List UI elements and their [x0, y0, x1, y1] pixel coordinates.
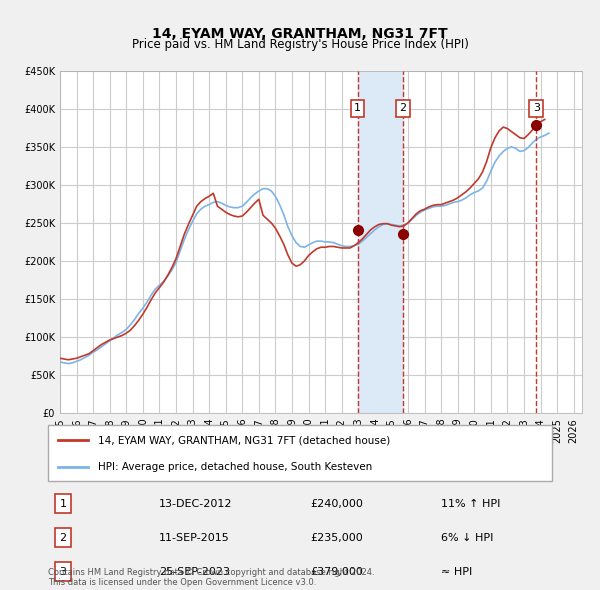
Text: 25-SEP-2023: 25-SEP-2023 [159, 567, 230, 576]
Text: 2: 2 [400, 103, 407, 113]
Text: 3: 3 [533, 103, 540, 113]
Text: 1: 1 [59, 499, 67, 509]
Text: 11-SEP-2015: 11-SEP-2015 [159, 533, 230, 543]
Text: 3: 3 [59, 567, 67, 576]
Text: Price paid vs. HM Land Registry's House Price Index (HPI): Price paid vs. HM Land Registry's House … [131, 38, 469, 51]
Text: 14, EYAM WAY, GRANTHAM, NG31 7FT (detached house): 14, EYAM WAY, GRANTHAM, NG31 7FT (detach… [98, 435, 391, 445]
Text: HPI: Average price, detached house, South Kesteven: HPI: Average price, detached house, Sout… [98, 462, 373, 472]
Text: ≈ HPI: ≈ HPI [441, 567, 472, 576]
Text: Contains HM Land Registry data © Crown copyright and database right 2024.
This d: Contains HM Land Registry data © Crown c… [48, 568, 374, 587]
Text: 14, EYAM WAY, GRANTHAM, NG31 7FT: 14, EYAM WAY, GRANTHAM, NG31 7FT [152, 27, 448, 41]
Text: 1: 1 [354, 103, 361, 113]
Text: 11% ↑ HPI: 11% ↑ HPI [441, 499, 500, 509]
Bar [358, 71, 403, 413]
FancyBboxPatch shape [48, 425, 552, 481]
Text: 2: 2 [59, 533, 67, 543]
Text: 6% ↓ HPI: 6% ↓ HPI [441, 533, 493, 543]
Text: £240,000: £240,000 [310, 499, 363, 509]
Text: 13-DEC-2012: 13-DEC-2012 [159, 499, 232, 509]
Text: £379,000: £379,000 [310, 567, 363, 576]
Text: £235,000: £235,000 [310, 533, 363, 543]
